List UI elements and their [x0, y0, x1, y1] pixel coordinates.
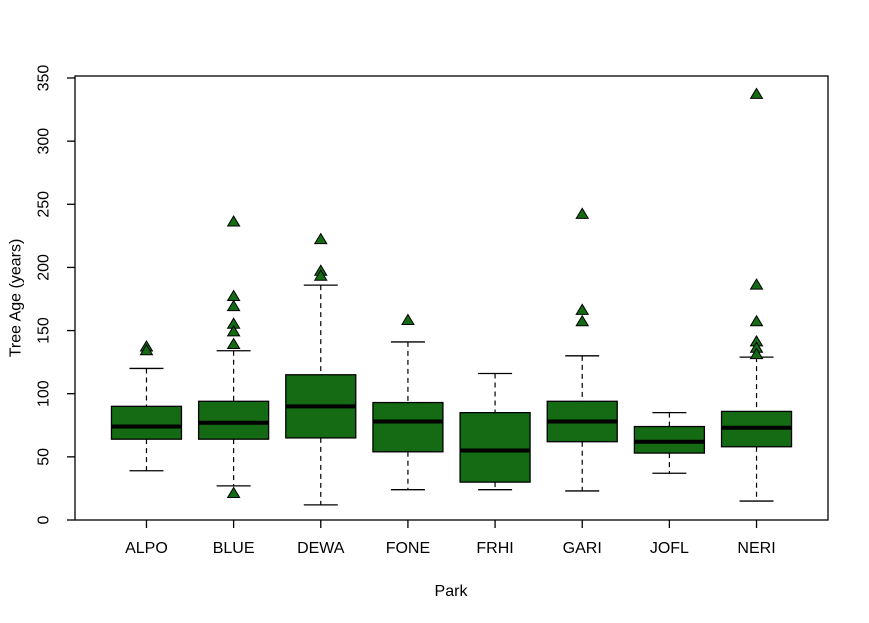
- outlier-marker: [226, 337, 241, 349]
- outlier-marker: [313, 269, 328, 281]
- outlier-marker: [401, 313, 415, 325]
- x-category-label: GARI: [563, 540, 602, 557]
- x-axis-title: Park: [435, 583, 469, 600]
- iqr-box-fone: [372, 401, 444, 453]
- y-tick-label: 250: [36, 191, 53, 218]
- y-axis-title: Tree Age (years): [8, 239, 25, 358]
- x-category-label: FONE: [386, 540, 430, 557]
- plot-frame: [74, 75, 829, 521]
- x-category-label: NERI: [737, 540, 775, 557]
- outlier-marker: [749, 87, 764, 99]
- y-tick-label: 150: [36, 317, 53, 344]
- outlier-marker: [139, 343, 154, 356]
- outlier-marker: [575, 303, 590, 315]
- x-category-label: FRHI: [476, 540, 513, 557]
- x-category-label: ALPO: [125, 540, 168, 557]
- outlier-marker: [226, 324, 241, 337]
- outlier-marker: [313, 232, 328, 245]
- x-category-label: DEWA: [297, 540, 345, 557]
- outlier-marker: [749, 278, 764, 290]
- iqr-box-frhi: [459, 412, 531, 483]
- outlier-marker: [226, 299, 241, 312]
- y-tick-label: 200: [36, 254, 53, 281]
- y-tick-label: 300: [36, 128, 53, 155]
- outlier-marker: [749, 347, 764, 360]
- outlier-marker: [575, 207, 590, 219]
- outlier-marker: [575, 314, 590, 327]
- iqr-box-alpo: [110, 405, 183, 440]
- x-category-label: JOFL: [650, 540, 689, 557]
- x-category-label: BLUE: [213, 540, 255, 557]
- outlier-marker: [226, 486, 241, 498]
- outlier-marker: [226, 289, 241, 301]
- iqr-box-blue: [197, 400, 270, 440]
- outlier-marker: [226, 214, 241, 227]
- y-tick-label: 50: [36, 448, 53, 466]
- y-tick-label: 350: [36, 65, 53, 92]
- plot-layer: 0 50 100 150 200 250 300 350 ALPO BLUE DEWA FONE FRH…: [36, 65, 829, 557]
- outlier-marker: [749, 314, 764, 327]
- y-tick-label: 100: [36, 380, 53, 407]
- y-tick-label: 0: [36, 515, 53, 524]
